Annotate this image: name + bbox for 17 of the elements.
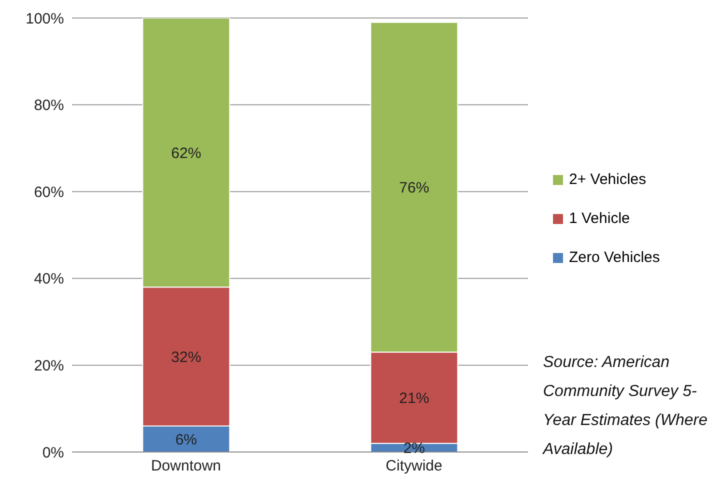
x-tick-label: Downtown: [150, 458, 222, 475]
y-tick-label: 20%: [34, 358, 64, 375]
source-note: Source: American Community Survey 5-Year Estimates (Where Available): [543, 353, 708, 460]
y-tick-label: 60%: [34, 184, 64, 201]
data-label: 62%: [171, 144, 202, 162]
data-label: 76%: [399, 180, 430, 197]
data-label: 6%: [175, 431, 198, 448]
y-tick-label: 0%: [42, 444, 64, 462]
y-tick-label: 80%: [34, 97, 64, 114]
legend-label: Zero Vehicles: [569, 249, 660, 266]
y-tick-label: 40%: [34, 270, 64, 288]
x-tick-label: Citywide: [386, 458, 442, 475]
data-label: 21%: [399, 390, 430, 408]
y-tick-label: 100%: [26, 10, 64, 28]
data-label: 32%: [171, 348, 202, 366]
legend-label: 1 Vehicle: [569, 210, 630, 227]
legend-label: 2+ Vehicles: [569, 171, 646, 188]
